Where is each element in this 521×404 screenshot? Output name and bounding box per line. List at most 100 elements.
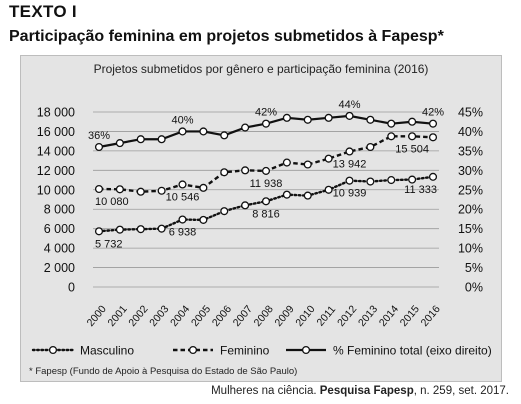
legend-marker	[301, 345, 311, 355]
data-point	[199, 183, 208, 192]
y2-tick-label: 15%	[458, 222, 483, 236]
data-point	[303, 115, 312, 124]
legend-label: Masculino	[80, 344, 134, 358]
y-tick-label: 4 000	[44, 242, 75, 256]
data-label: 10 080	[95, 196, 129, 208]
data-point	[282, 158, 291, 167]
data-point	[428, 119, 438, 128]
data-point	[115, 139, 124, 148]
data-point	[366, 115, 375, 124]
source-publication: Pesquisa Fapesp	[319, 385, 414, 397]
data-point	[408, 132, 417, 141]
y2-tick-label: 35%	[458, 144, 483, 158]
data-point	[324, 185, 333, 194]
x-tick-label: 2000	[85, 303, 109, 329]
y-tick-label: 0	[68, 281, 75, 295]
line-chart: Projetos submetidos por gênero e partici…	[31, 62, 492, 358]
data-point	[303, 191, 312, 200]
data-point	[345, 111, 354, 120]
data-point	[94, 227, 104, 236]
data-label: 42%	[422, 107, 444, 119]
data-label: 8 816	[252, 208, 280, 220]
x-tick-label: 2005	[189, 303, 213, 329]
data-label: 10 939	[333, 188, 367, 200]
data-point	[136, 135, 145, 144]
data-point	[408, 175, 417, 184]
y-tick-label: 8 000	[44, 203, 75, 217]
y-tick-label: 10 000	[37, 183, 75, 197]
y2-tick-label: 25%	[458, 183, 483, 197]
x-tick-label: 2001	[105, 303, 129, 329]
data-point	[94, 184, 104, 194]
data-point	[178, 215, 187, 224]
data-point	[428, 172, 438, 181]
data-label: 11 333	[404, 184, 437, 196]
legend-label: % Feminino total (eixo direito)	[333, 344, 492, 358]
data-label: 13 942	[333, 158, 367, 170]
data-point	[408, 117, 417, 126]
data-point	[261, 119, 271, 128]
x-tick-label: 2012	[335, 303, 359, 329]
y2-tick-label: 10%	[458, 242, 483, 256]
y-tick-label: 6 000	[44, 222, 75, 236]
data-point	[241, 166, 250, 175]
data-point	[199, 127, 208, 136]
x-tick-label: 2007	[231, 303, 255, 329]
y2-tick-label: 45%	[458, 106, 483, 120]
data-point	[345, 176, 354, 185]
y2-tick-label: 5%	[465, 261, 483, 275]
chart-title: Projetos submetidos por gênero e partici…	[94, 62, 429, 76]
y-tick-label: 2 000	[44, 261, 75, 275]
data-point	[115, 185, 124, 194]
data-point	[387, 132, 396, 141]
data-label: 15 504	[395, 143, 429, 155]
data-point	[178, 180, 187, 189]
y2-tick-label: 20%	[458, 203, 483, 217]
x-tick-label: 2016	[419, 303, 443, 329]
source-suffix: , n. 259, set. 2017.	[413, 385, 509, 397]
chart-panel: Projetos submetidos por gênero e partici…	[20, 55, 502, 382]
chart-footnote: * Fapesp (Fundo de Apoio à Pesquisa do E…	[29, 366, 298, 377]
y2-tick-label: 40%	[458, 125, 483, 139]
y-tick-label: 14 000	[37, 144, 75, 158]
data-point	[136, 225, 145, 234]
data-label: 11 938	[250, 178, 283, 190]
data-point	[220, 131, 229, 140]
data-point	[241, 201, 250, 210]
y-tick-label: 12 000	[37, 164, 75, 178]
data-point	[282, 190, 291, 199]
data-point	[303, 160, 312, 169]
data-point	[366, 177, 375, 186]
data-point	[157, 186, 166, 195]
data-point	[345, 147, 354, 156]
data-point	[324, 113, 333, 122]
data-point	[220, 207, 229, 216]
x-tick-label: 2011	[314, 303, 338, 328]
data-label: 10 546	[166, 191, 200, 203]
data-point	[324, 154, 333, 163]
legend-marker	[48, 345, 58, 355]
data-point	[94, 142, 104, 152]
data-label: 5 732	[95, 238, 123, 250]
x-tick-label: 2009	[272, 303, 296, 329]
x-tick-label: 2004	[168, 303, 192, 329]
x-tick-label: 2008	[252, 303, 276, 329]
page-title: Participação feminina em projetos submet…	[9, 28, 444, 45]
x-tick-label: 2002	[126, 303, 150, 329]
data-point	[199, 215, 208, 224]
data-label: 44%	[338, 99, 360, 111]
y-tick-label: 16 000	[37, 125, 75, 139]
y2-tick-label: 0%	[465, 281, 483, 295]
data-point	[115, 225, 124, 234]
data-label: 40%	[171, 114, 193, 126]
data-point	[261, 197, 271, 206]
data-point	[136, 187, 145, 196]
data-point	[282, 113, 291, 122]
legend-label: Feminino	[220, 344, 270, 358]
x-tick-label: 2013	[356, 303, 380, 329]
data-point	[220, 168, 229, 177]
data-point	[157, 224, 166, 233]
x-tick-label: 2006	[210, 303, 234, 329]
data-point	[387, 119, 396, 128]
y-tick-label: 18 000	[37, 106, 75, 120]
